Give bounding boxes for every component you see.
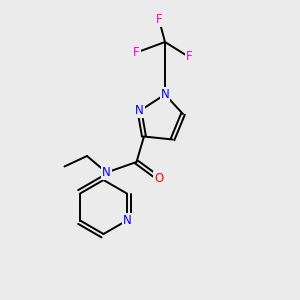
Text: F: F [156,13,162,26]
Text: N: N [102,166,111,179]
Text: F: F [186,50,192,64]
Text: O: O [154,172,164,185]
Text: N: N [122,214,131,227]
Text: N: N [135,104,144,118]
Text: N: N [160,88,169,101]
Text: F: F [133,46,140,59]
